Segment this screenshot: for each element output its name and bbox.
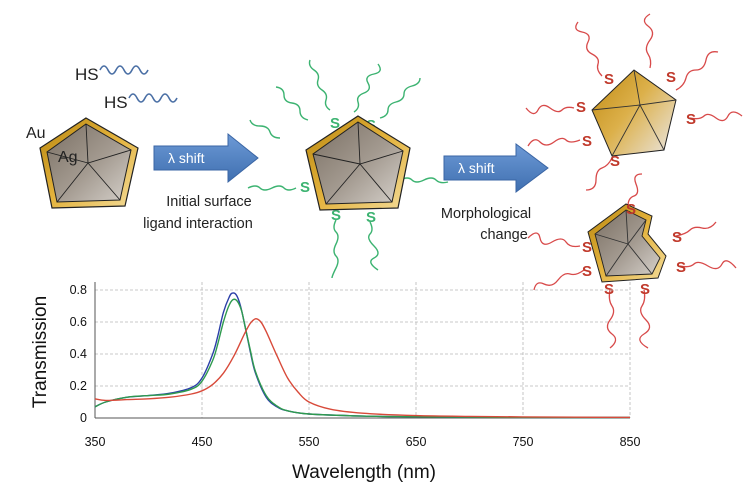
chart-series (94, 292, 631, 419)
x-tick-label: 350 (85, 435, 106, 449)
sulfur-label: S (366, 209, 376, 226)
ag-label: Ag (58, 149, 78, 166)
y-tick-label: 0.4 (70, 347, 87, 361)
free-ligand-1-chain (99, 65, 149, 75)
arrow-1-shape (153, 132, 259, 184)
y-tick-labels: 0 0.2 0.4 0.6 0.8 (70, 283, 87, 425)
lambda-shift-arrow-2: λ shift (443, 143, 549, 193)
y-axis-title: Transmission (30, 296, 51, 408)
y-tick-label: 0.2 (70, 379, 87, 393)
lambda-shift-arrow-1: λ shift (153, 132, 259, 184)
sulfur-label: S (604, 281, 614, 298)
au-label: Au (26, 125, 46, 142)
sulfur-label: S (582, 239, 592, 256)
series-line-1 (94, 292, 630, 419)
stage1-caption-line2: ligand interaction (143, 216, 253, 232)
sulfur-label: S (626, 201, 636, 218)
free-ligand-1: HS (75, 65, 149, 84)
sulfur-label: S (300, 179, 310, 196)
x-tick-label: 650 (406, 435, 427, 449)
series-line-2 (94, 298, 630, 419)
nanoparticle-bound (305, 115, 411, 211)
sulfur-label: S (604, 71, 614, 88)
sulfur-label: S (686, 111, 696, 128)
stage2-caption-line1: Morphological (441, 206, 531, 222)
stage1-caption-line1: Initial surface (166, 194, 251, 210)
sulfur-label: S (676, 259, 686, 276)
y-tick-label: 0.6 (70, 315, 87, 329)
sulfur-label: S (666, 69, 676, 86)
sulfur-label: S (330, 115, 340, 132)
stage2-caption-line2: change (480, 227, 528, 243)
free-ligand-2-label: HS (104, 93, 128, 112)
sulfur-label: S (331, 207, 341, 224)
arrow-2-label: λ shift (458, 160, 495, 176)
star-outer (591, 69, 677, 157)
arrow-2-shape (443, 143, 549, 193)
x-tick-label: 450 (192, 435, 213, 449)
free-ligand-1-label: HS (75, 65, 99, 84)
transmission-chart: 350 450 550 650 750 850 0 0.2 0.4 0.6 0.8 Wavelen… (30, 282, 640, 483)
sulfur-label: S (672, 229, 682, 246)
sulfur-label: S (582, 263, 592, 280)
sulfur-label: S (610, 153, 620, 170)
y-tick-label: 0.8 (70, 283, 87, 297)
x-tick-label: 550 (299, 435, 320, 449)
sulfur-label: S (640, 281, 650, 298)
particle-star (591, 69, 677, 157)
free-ligand-2: HS (104, 93, 178, 112)
chart-axes (94, 282, 630, 419)
arrow-1-label: λ shift (168, 150, 205, 166)
particle-broken (587, 203, 667, 283)
ligands-green (247, 59, 449, 279)
free-ligand-2-chain (128, 93, 178, 103)
x-tick-labels: 350 450 550 650 750 850 (85, 435, 641, 449)
y-tick-label: 0 (80, 411, 87, 425)
chart-grid (95, 282, 631, 418)
sulfur-label: S (582, 133, 592, 150)
x-tick-label: 850 (620, 435, 641, 449)
silver-core (312, 121, 404, 205)
sulfur-label: S (576, 99, 586, 116)
nanoparticle-initial: Au Ag (26, 117, 139, 209)
x-axis-title: Wavelength (nm) (292, 462, 436, 483)
ligands-red (525, 13, 743, 349)
sulfur-labels-red: S S S S S S S S S S S S S (576, 69, 696, 298)
series-line-3 (94, 318, 631, 419)
x-tick-label: 750 (513, 435, 534, 449)
